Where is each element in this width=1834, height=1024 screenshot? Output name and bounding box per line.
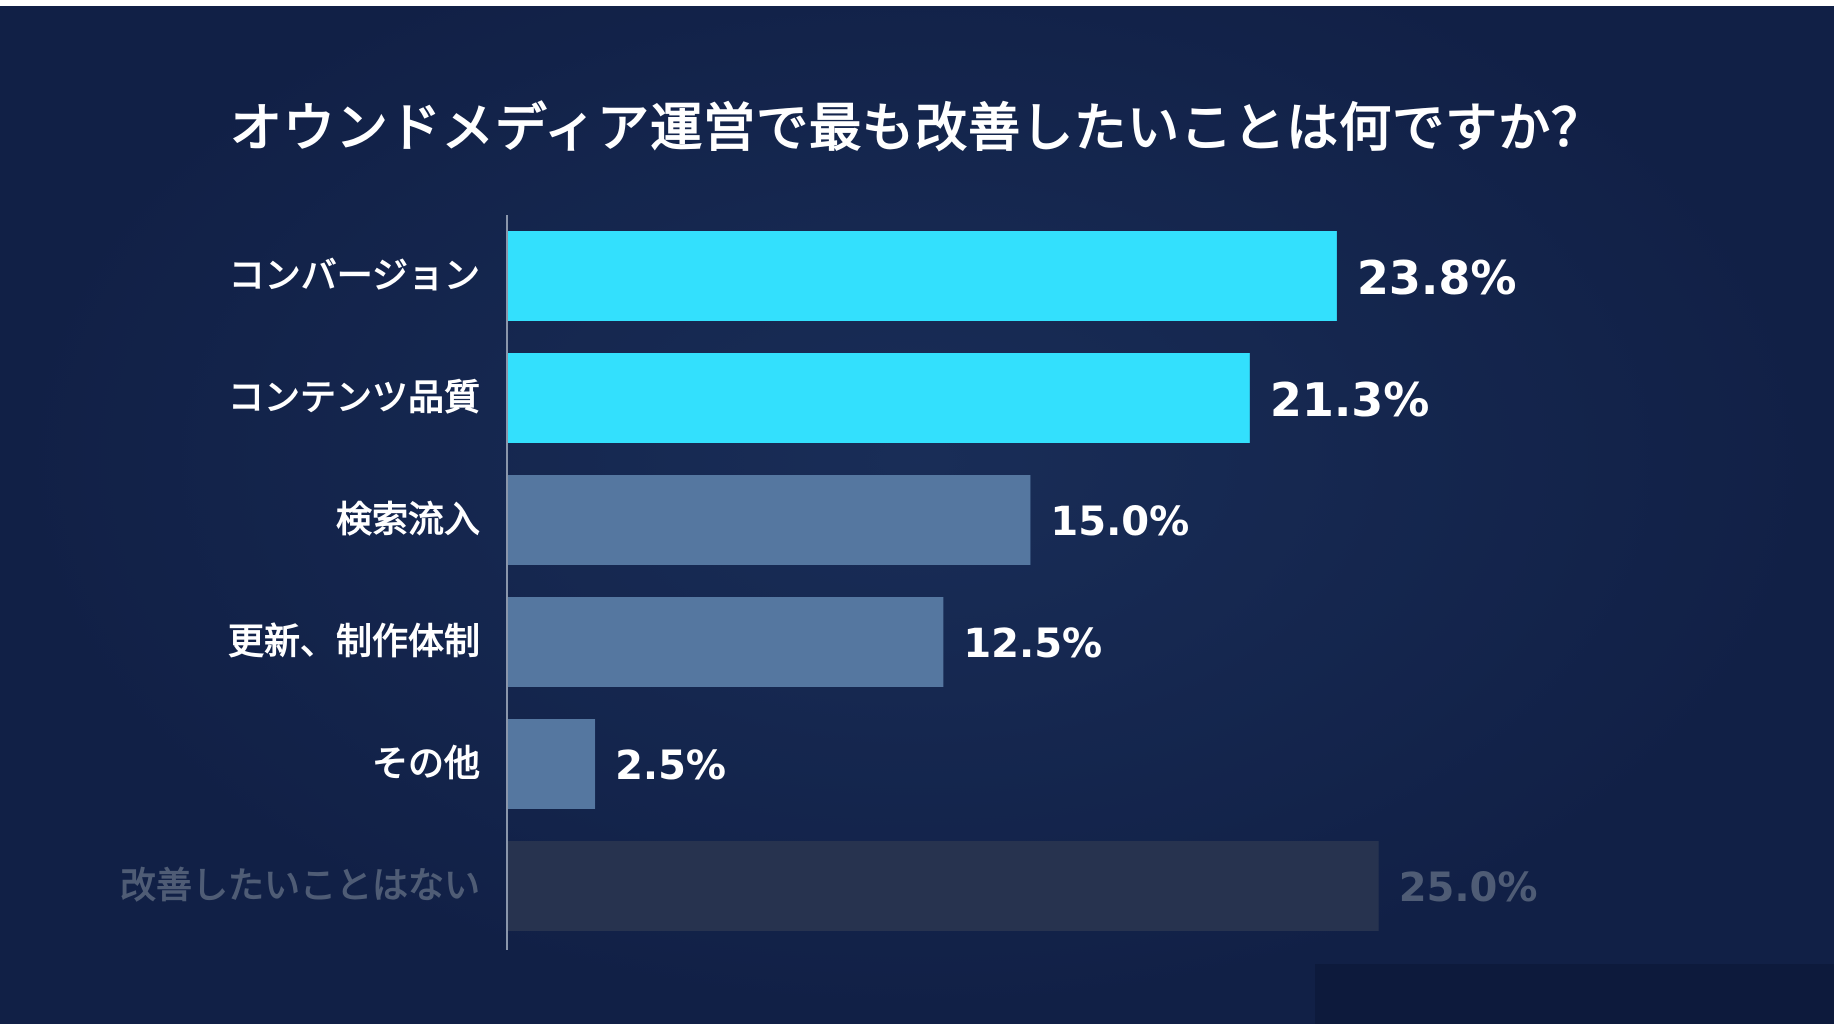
bar xyxy=(508,231,1337,321)
value-label: 12.5% xyxy=(963,621,1102,667)
category-label: コンテンツ品質 xyxy=(228,378,480,419)
category-label: 改善したいことはない xyxy=(120,866,480,907)
category-label: 検索流入 xyxy=(336,500,480,541)
category-label: 更新、制作体制 xyxy=(228,622,480,663)
value-label: 15.0% xyxy=(1050,499,1189,545)
bar xyxy=(508,475,1031,565)
value-label: 25.0% xyxy=(1399,865,1538,911)
bar xyxy=(508,719,596,809)
bar xyxy=(508,597,944,687)
chart-title: オウンドメディア運営で最も改善したいことは何ですか？ xyxy=(229,99,1605,159)
value-label: 23.8% xyxy=(1357,251,1517,305)
bar xyxy=(508,841,1379,931)
category-label: その他 xyxy=(372,744,480,785)
bar xyxy=(508,353,1250,443)
value-label: 21.3% xyxy=(1270,373,1430,427)
top-border xyxy=(0,0,1834,6)
value-label: 2.5% xyxy=(615,743,726,789)
corner-patch xyxy=(1315,964,1834,1024)
category-label: コンバージョン xyxy=(229,256,480,297)
